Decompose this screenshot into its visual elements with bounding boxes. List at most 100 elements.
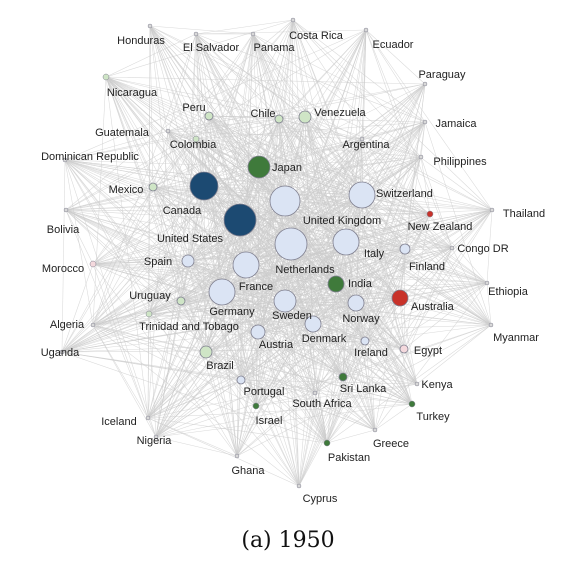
edge-dominican-republic-uganda <box>61 159 66 353</box>
edge-australia-portugal <box>240 297 401 381</box>
edge-chile-trinidad-and-tobago <box>148 118 280 315</box>
edge-iceland-pakistan <box>147 417 328 444</box>
edge-uruguay-norway <box>180 300 357 304</box>
edge-ecuador-thailand <box>365 29 493 211</box>
edge-united-kingdom-thailand <box>284 200 493 211</box>
edge-norway-algeria <box>92 302 357 326</box>
edge-germany-kenya <box>221 291 418 385</box>
edge-netherlands-morocco <box>92 243 292 265</box>
label-venezuela: Venezuela <box>314 107 366 119</box>
edge-japan-cyprus <box>258 166 300 487</box>
edge-uruguay-uganda <box>61 300 182 353</box>
edge-france-myanmar <box>245 264 492 326</box>
edge-italy-ethiopia <box>345 241 488 284</box>
node-united-kingdom <box>269 185 301 217</box>
edge-guatemala-dominican-republic <box>64 130 169 161</box>
label-honduras: Honduras <box>117 35 165 47</box>
edge-mexico-uganda <box>61 186 154 353</box>
node-congo-dr <box>449 245 455 251</box>
edge-mexico-spain <box>152 186 189 262</box>
label-india: India <box>348 278 373 290</box>
edge-bolivia-iceland <box>65 209 149 419</box>
edge-jamaica-uruguay <box>180 121 426 302</box>
edge-jamaica-myanmar <box>424 121 492 326</box>
node-iceland <box>145 415 151 421</box>
edge-japan-morocco <box>92 166 260 265</box>
edge-austria-sri-lanka <box>257 331 344 378</box>
edge-brazil-greece <box>205 351 376 431</box>
edge-iceland-nigeria <box>147 417 157 438</box>
label-netherlands: Netherlands <box>275 264 335 276</box>
edge-philippines-bolivia <box>65 156 422 211</box>
edge-myanmar-kenya <box>416 324 492 385</box>
node-japan <box>247 155 271 179</box>
node-india <box>327 275 345 293</box>
label-costa-rica: Costa Rica <box>289 30 344 42</box>
edge-panama-finland <box>252 33 406 250</box>
edge-italy-ghana <box>236 241 347 457</box>
edge-ethiopia-germany <box>221 282 488 293</box>
edge-peru-guatemala <box>167 115 210 132</box>
edge-finland-myanmar <box>404 248 492 326</box>
node-el-salvador <box>193 31 199 37</box>
edge-sweden-south-africa <box>284 300 316 394</box>
edge-germany-uganda <box>61 291 223 353</box>
edge-algeria-cyprus <box>92 324 300 487</box>
edge-nicaragua-mexico <box>105 76 154 188</box>
edge-dominican-republic-portugal <box>64 159 242 381</box>
edge-ecuador-united-kingdom <box>284 29 367 202</box>
edge-south-africa-turkey <box>314 392 413 405</box>
edge-jamaica-canada <box>203 121 426 187</box>
node-egypt <box>399 344 409 354</box>
edge-sweden-iceland <box>147 300 286 419</box>
label-trinidad-and-tobago: Trinidad and Tobago <box>139 321 239 333</box>
label-jamaica: Jamaica <box>436 118 478 130</box>
edge-mexico-bolivia <box>65 186 154 211</box>
edge-dominican-republic-trinidad-and-tobago <box>64 159 150 315</box>
edge-japan-india <box>258 166 337 285</box>
edge-sri-lanka-iceland <box>147 376 344 419</box>
edge-bolivia-india <box>65 209 337 285</box>
label-united-states: United States <box>157 233 224 245</box>
edge-new-zealand-morocco <box>92 213 431 265</box>
edge-brazil-cyprus <box>205 351 300 487</box>
edge-denmark-cyprus <box>298 323 314 487</box>
edge-uganda-pakistan <box>61 351 328 444</box>
edge-italy-kenya <box>345 241 418 385</box>
edge-el-salvador-italy <box>195 33 347 243</box>
label-australia: Australia <box>411 301 455 313</box>
edge-ethiopia-egypt <box>403 282 488 350</box>
edge-germany-pakistan <box>221 291 328 444</box>
edge-canada-india <box>203 185 337 285</box>
node-costa-rica <box>290 17 296 23</box>
node-paraguay <box>422 81 428 87</box>
edge-panama-venezuela <box>252 33 306 118</box>
node-layer <box>59 17 495 489</box>
node-sweden <box>273 289 297 313</box>
label-japan: Japan <box>272 162 302 174</box>
label-south-africa: South Africa <box>292 398 352 410</box>
node-colombia <box>192 135 200 143</box>
edge-iceland-ghana <box>147 417 238 457</box>
edge-uruguay-sri-lanka <box>180 300 344 378</box>
edge-brazil-iceland <box>147 351 207 419</box>
edge-australia-sri-lanka <box>342 297 401 378</box>
edge-norway-trinidad-and-tobago <box>148 302 357 315</box>
edge-australia-germany <box>221 291 401 299</box>
label-germany: Germany <box>209 306 255 318</box>
edge-algeria-denmark <box>92 323 314 326</box>
node-dominican-republic <box>62 157 68 163</box>
node-jamaica <box>422 119 428 125</box>
edge-thailand-iceland <box>147 209 493 419</box>
edge-norway-kenya <box>355 302 418 385</box>
label-nicaragua: Nicaragua <box>107 87 158 99</box>
edge-finland-sweden <box>284 248 406 302</box>
edge-france-ethiopia <box>245 264 488 284</box>
edge-australia-sweden <box>284 297 401 302</box>
edge-philippines-canada <box>203 156 422 187</box>
edge-norway-brazil <box>205 302 357 353</box>
edge-denmark-sri-lanka <box>312 323 344 378</box>
edge-netherlands-spain <box>187 243 292 262</box>
edge-congo-dr-australia <box>399 247 453 299</box>
